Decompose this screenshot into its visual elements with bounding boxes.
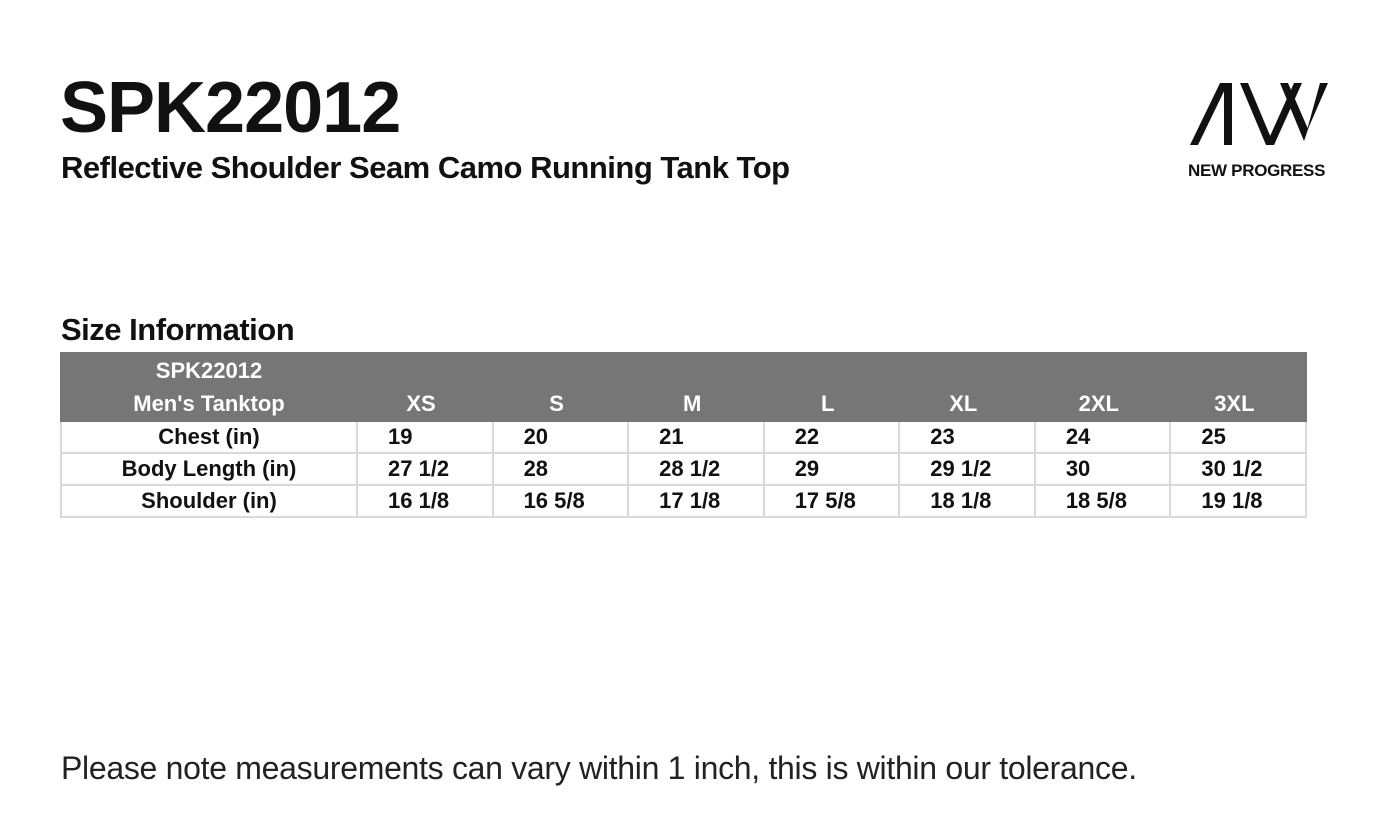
table-row: Chest (in) 19 20 21 22 23 24 25	[60, 420, 1307, 454]
brand-logo: NEW PROGRESS	[1180, 83, 1340, 181]
row-label: Shoulder (in)	[60, 484, 358, 518]
table-cell: 27 1/2	[356, 452, 494, 486]
size-header: S	[491, 352, 630, 422]
table-header-product: SPK22012 Men's Tanktop	[60, 352, 358, 422]
table-header-garment: Men's Tanktop	[133, 391, 285, 416]
table-cell: 18 1/8	[898, 484, 1036, 518]
table-cell: 30	[1033, 452, 1172, 486]
table-cell: 28 1/2	[627, 452, 765, 486]
brand-name: NEW PROGRESS	[1188, 161, 1326, 180]
table-cell: 18 5/8	[1033, 484, 1172, 518]
row-label: Body Length (in)	[60, 452, 358, 486]
table-header-row: SPK22012 Men's Tanktop XS S M L XL 2XL 3…	[60, 352, 1307, 422]
table-cell: 23	[898, 420, 1036, 454]
table-cell: 16 5/8	[491, 484, 630, 518]
table-cell: 29	[762, 452, 901, 486]
table-cell: 30 1/2	[1169, 452, 1307, 486]
table-row: Shoulder (in) 16 1/8 16 5/8 17 1/8 17 5/…	[60, 484, 1307, 518]
row-label: Chest (in)	[60, 420, 358, 454]
table-cell: 22	[762, 420, 901, 454]
table-cell: 19 1/8	[1169, 484, 1307, 518]
section-title: Size Information	[61, 312, 295, 347]
table-cell: 16 1/8	[356, 484, 494, 518]
size-header: XS	[356, 352, 494, 422]
table-cell: 17 1/8	[627, 484, 765, 518]
table-cell: 25	[1169, 420, 1307, 454]
table-cell: 17 5/8	[762, 484, 901, 518]
table-cell: 19	[356, 420, 494, 454]
table-row: Body Length (in) 27 1/2 28 28 1/2 29 29 …	[60, 452, 1307, 486]
size-header: XL	[898, 352, 1036, 422]
size-header: L	[762, 352, 901, 422]
table-header-code: SPK22012	[155, 358, 263, 383]
table-cell: 29 1/2	[898, 452, 1036, 486]
size-table: SPK22012 Men's Tanktop XS S M L XL 2XL 3…	[60, 352, 1307, 518]
product-code: SPK22012	[60, 68, 401, 148]
size-header: M	[627, 352, 765, 422]
product-name: Reflective Shoulder Seam Camo Running Ta…	[61, 150, 790, 185]
table-cell: 21	[627, 420, 765, 454]
size-header: 3XL	[1169, 352, 1307, 422]
table-cell: 28	[491, 452, 630, 486]
table-cell: 20	[491, 420, 630, 454]
tolerance-note: Please note measurements can vary within…	[61, 750, 1137, 786]
aw-logo-icon	[1190, 83, 1328, 145]
table-cell: 24	[1033, 420, 1172, 454]
size-header: 2XL	[1033, 352, 1172, 422]
